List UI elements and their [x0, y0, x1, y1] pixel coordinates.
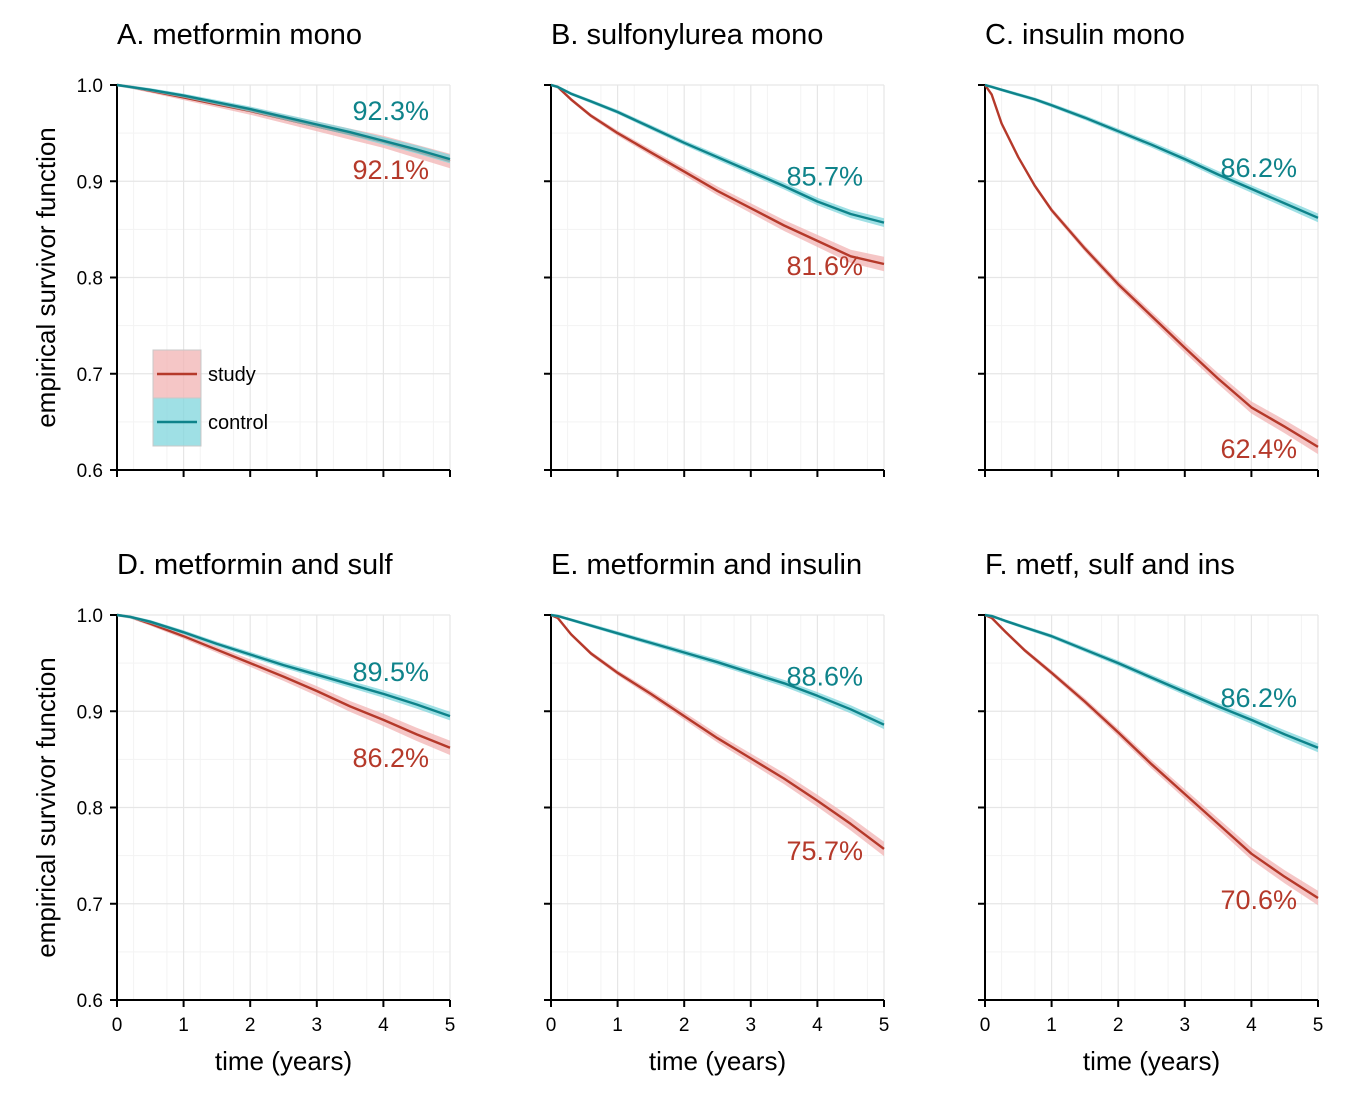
end-label-study: 81.6% — [786, 251, 863, 281]
x-tick-label: 3 — [746, 1015, 757, 1036]
series-line-study — [984, 84, 1319, 448]
x-tick-label: 5 — [1313, 1015, 1324, 1036]
x-tick-label: 2 — [1113, 1015, 1124, 1036]
panel-title: E. metformin and insulin — [551, 549, 862, 581]
ci-band-control — [985, 613, 1318, 753]
series-line-control — [550, 613, 885, 726]
y-tick-label: 0.8 — [77, 269, 103, 290]
x-tick-label: 2 — [679, 1015, 690, 1036]
panel-title: C. insulin mono — [985, 19, 1185, 51]
end-label-study: 86.2% — [352, 743, 429, 773]
end-label-control: 85.7% — [786, 162, 863, 192]
ci-band-study — [117, 613, 450, 755]
series-line-control — [116, 83, 451, 161]
end-label-study: 92.1% — [352, 155, 429, 185]
x-tick-label: 0 — [546, 1015, 557, 1036]
legend-label-study: study — [208, 364, 256, 386]
end-label-study: 75.7% — [786, 836, 863, 866]
y-tick-label: 1.0 — [77, 606, 103, 627]
x-tick-label: 1 — [178, 1015, 189, 1036]
panel-title: A. metformin mono — [117, 19, 362, 51]
y-tick-label: 0.6 — [77, 461, 103, 482]
x-tick-label: 3 — [312, 1015, 323, 1036]
panel-title: B. sulfonylurea mono — [551, 19, 823, 51]
ci-band-study — [551, 83, 884, 272]
y-tick-label: 0.6 — [77, 991, 103, 1012]
panel-title: F. metf, sulf and ins — [985, 549, 1235, 581]
x-tick-label: 4 — [378, 1015, 389, 1036]
y-tick-label: 1.0 — [77, 76, 103, 97]
panel-b: B. sulfonylurea mono 85.7% 81.6% — [544, 19, 885, 477]
x-tick-label: 1 — [612, 1015, 623, 1036]
series-line-control — [984, 613, 1319, 749]
end-label-study: 70.6% — [1220, 885, 1297, 915]
x-tick-label: 4 — [812, 1015, 823, 1036]
end-label-control: 88.6% — [786, 662, 863, 692]
y-tick-label: 0.9 — [77, 172, 103, 193]
x-tick-label: 0 — [112, 1015, 123, 1036]
y-axis-title: empirical survivor function — [31, 657, 61, 958]
y-tick-label: 0.9 — [77, 702, 103, 723]
series-line-control — [116, 613, 451, 718]
end-label-control: 86.2% — [1220, 153, 1297, 183]
legend-label-control: control — [208, 412, 268, 434]
series-line-control — [984, 83, 1319, 219]
series-line-study — [550, 83, 885, 266]
x-tick-label: 0 — [980, 1015, 991, 1036]
y-axis-title: empirical survivor function — [31, 127, 61, 428]
panel-f: F. metf, sulf and ins 0 1 2 3 4 5 86.2% 70.6% tim… — [978, 549, 1323, 1076]
y-tick-label: 0.8 — [77, 799, 103, 820]
x-axis-title: time (years) — [1083, 1046, 1220, 1076]
y-tick-label: 0.7 — [77, 365, 103, 386]
end-label-control: 89.5% — [352, 657, 429, 687]
series-line-study — [550, 613, 885, 850]
panel-a: A. metformin mono 0.6 0.7 0.8 0.9 1.0 92.3% 92.… — [31, 19, 451, 482]
series-line-study — [984, 613, 1319, 900]
panel-e: E. metformin and insulin 0 1 2 3 4 5 88.6% 75.7%… — [544, 549, 889, 1076]
x-tick-label: 3 — [1180, 1015, 1191, 1036]
panel-c: C. insulin mono 86.2% 62.4% — [978, 19, 1319, 477]
y-tick-label: 0.7 — [77, 895, 103, 916]
ci-band-study — [551, 613, 884, 857]
x-tick-label: 5 — [879, 1015, 890, 1036]
x-tick-label: 4 — [1246, 1015, 1257, 1036]
end-label-control: 86.2% — [1220, 683, 1297, 713]
ci-band-study — [117, 83, 450, 169]
x-axis-title: time (years) — [649, 1046, 786, 1076]
panel-title: D. metformin and sulf — [117, 549, 394, 581]
x-tick-label: 5 — [445, 1015, 456, 1036]
ci-band-control — [117, 613, 450, 721]
panel-d: D. metformin and sulf 0.6 0.7 0.8 0.9 1.0 0 1 2 3… — [31, 549, 455, 1076]
end-label-study: 62.4% — [1220, 434, 1297, 464]
end-label-control: 92.3% — [352, 96, 429, 126]
series-line-control — [550, 83, 885, 224]
x-axis-title: time (years) — [215, 1046, 352, 1076]
x-tick-label: 2 — [245, 1015, 256, 1036]
x-tick-label: 1 — [1046, 1015, 1057, 1036]
legend: study control — [152, 349, 268, 447]
ci-band-control — [551, 613, 884, 730]
